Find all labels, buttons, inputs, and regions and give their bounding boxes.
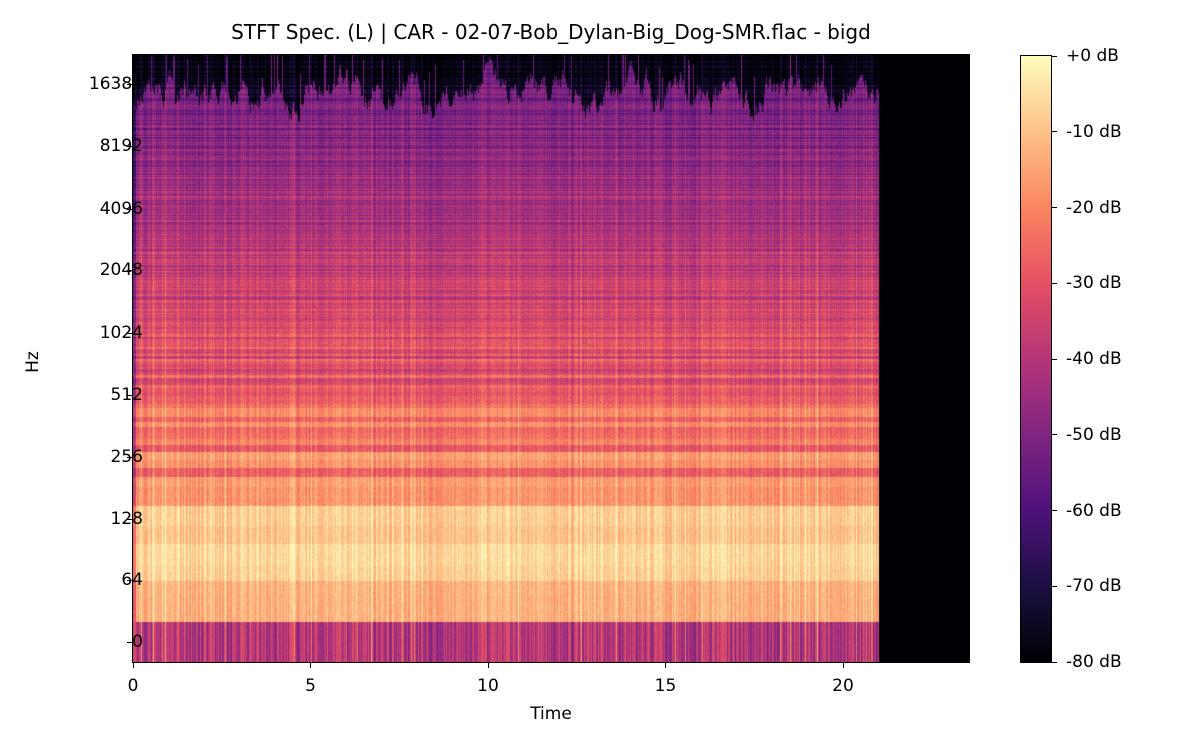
y-tick-label: 8192 bbox=[99, 136, 143, 156]
colorbar-tick-mark bbox=[1052, 434, 1057, 436]
x-tick-mark bbox=[842, 663, 844, 668]
x-tick-mark bbox=[132, 663, 134, 668]
colorbar-tick-label: -30 dB bbox=[1066, 273, 1122, 294]
y-tick-mark bbox=[127, 269, 132, 271]
colorbar-tick-mark bbox=[1052, 510, 1057, 511]
colorbar-tick-mark bbox=[1052, 282, 1057, 284]
y-tick-label: 0 bbox=[132, 632, 143, 652]
y-tick-label: 1024 bbox=[99, 323, 143, 343]
y-tick-mark bbox=[127, 579, 132, 581]
colorbar-tick-label: -80 dB bbox=[1066, 652, 1122, 672]
y-tick-label: 4096 bbox=[99, 199, 143, 219]
x-tick-label: 15 bbox=[654, 676, 677, 696]
colorbar-tick-label: -70 dB bbox=[1066, 576, 1122, 597]
colorbar-frame bbox=[1020, 55, 1052, 663]
x-tick-label: 10 bbox=[477, 676, 499, 696]
plot-frame bbox=[132, 54, 970, 663]
y-tick-mark bbox=[127, 394, 132, 396]
x-axis-label: Time bbox=[530, 704, 572, 724]
colorbar-tick-label: -10 dB bbox=[1066, 121, 1122, 142]
colorbar-tick-label: -60 dB bbox=[1066, 500, 1122, 521]
y-tick-label: 64 bbox=[121, 570, 143, 590]
y-tick-mark bbox=[127, 83, 132, 85]
y-tick-mark bbox=[127, 518, 132, 520]
x-tick-label: 0 bbox=[127, 676, 139, 696]
colorbar-tick-label: +0 dB bbox=[1066, 46, 1119, 66]
colorbar bbox=[1021, 56, 1051, 662]
x-tick-mark bbox=[487, 663, 489, 668]
colorbar-tick-mark bbox=[1052, 661, 1057, 663]
spectrogram-heatmap bbox=[133, 55, 969, 662]
x-tick-mark bbox=[665, 663, 666, 668]
colorbar-tick-label: -40 dB bbox=[1066, 349, 1122, 369]
colorbar-tick-label: -20 dB bbox=[1066, 197, 1122, 218]
chart-title: STFT Spec. (L) | CAR - 02-07-Bob_Dylan-B… bbox=[231, 20, 871, 44]
x-tick-mark bbox=[310, 663, 311, 668]
y-tick-label: 128 bbox=[110, 509, 143, 529]
y-axis-label: Hz bbox=[22, 351, 43, 373]
colorbar-tick-mark bbox=[1052, 585, 1057, 587]
x-tick-label: 5 bbox=[305, 676, 316, 696]
colorbar-tick-mark bbox=[1052, 358, 1057, 360]
y-tick-mark bbox=[127, 456, 132, 458]
colorbar-tick-mark bbox=[1052, 207, 1057, 208]
y-tick-mark bbox=[127, 145, 132, 147]
y-tick-mark bbox=[127, 641, 132, 643]
y-tick-label: 2048 bbox=[99, 260, 143, 280]
colorbar-tick-label: -50 dB bbox=[1066, 424, 1122, 445]
y-tick-label: 256 bbox=[110, 447, 143, 467]
colorbar-tick-mark bbox=[1052, 55, 1057, 57]
y-tick-mark bbox=[127, 332, 132, 334]
y-tick-label: 512 bbox=[110, 385, 143, 405]
x-tick-label: 20 bbox=[832, 676, 854, 696]
colorbar-tick-mark bbox=[1052, 131, 1057, 133]
y-tick-label: 16384 bbox=[88, 74, 143, 94]
y-tick-mark bbox=[127, 208, 132, 210]
